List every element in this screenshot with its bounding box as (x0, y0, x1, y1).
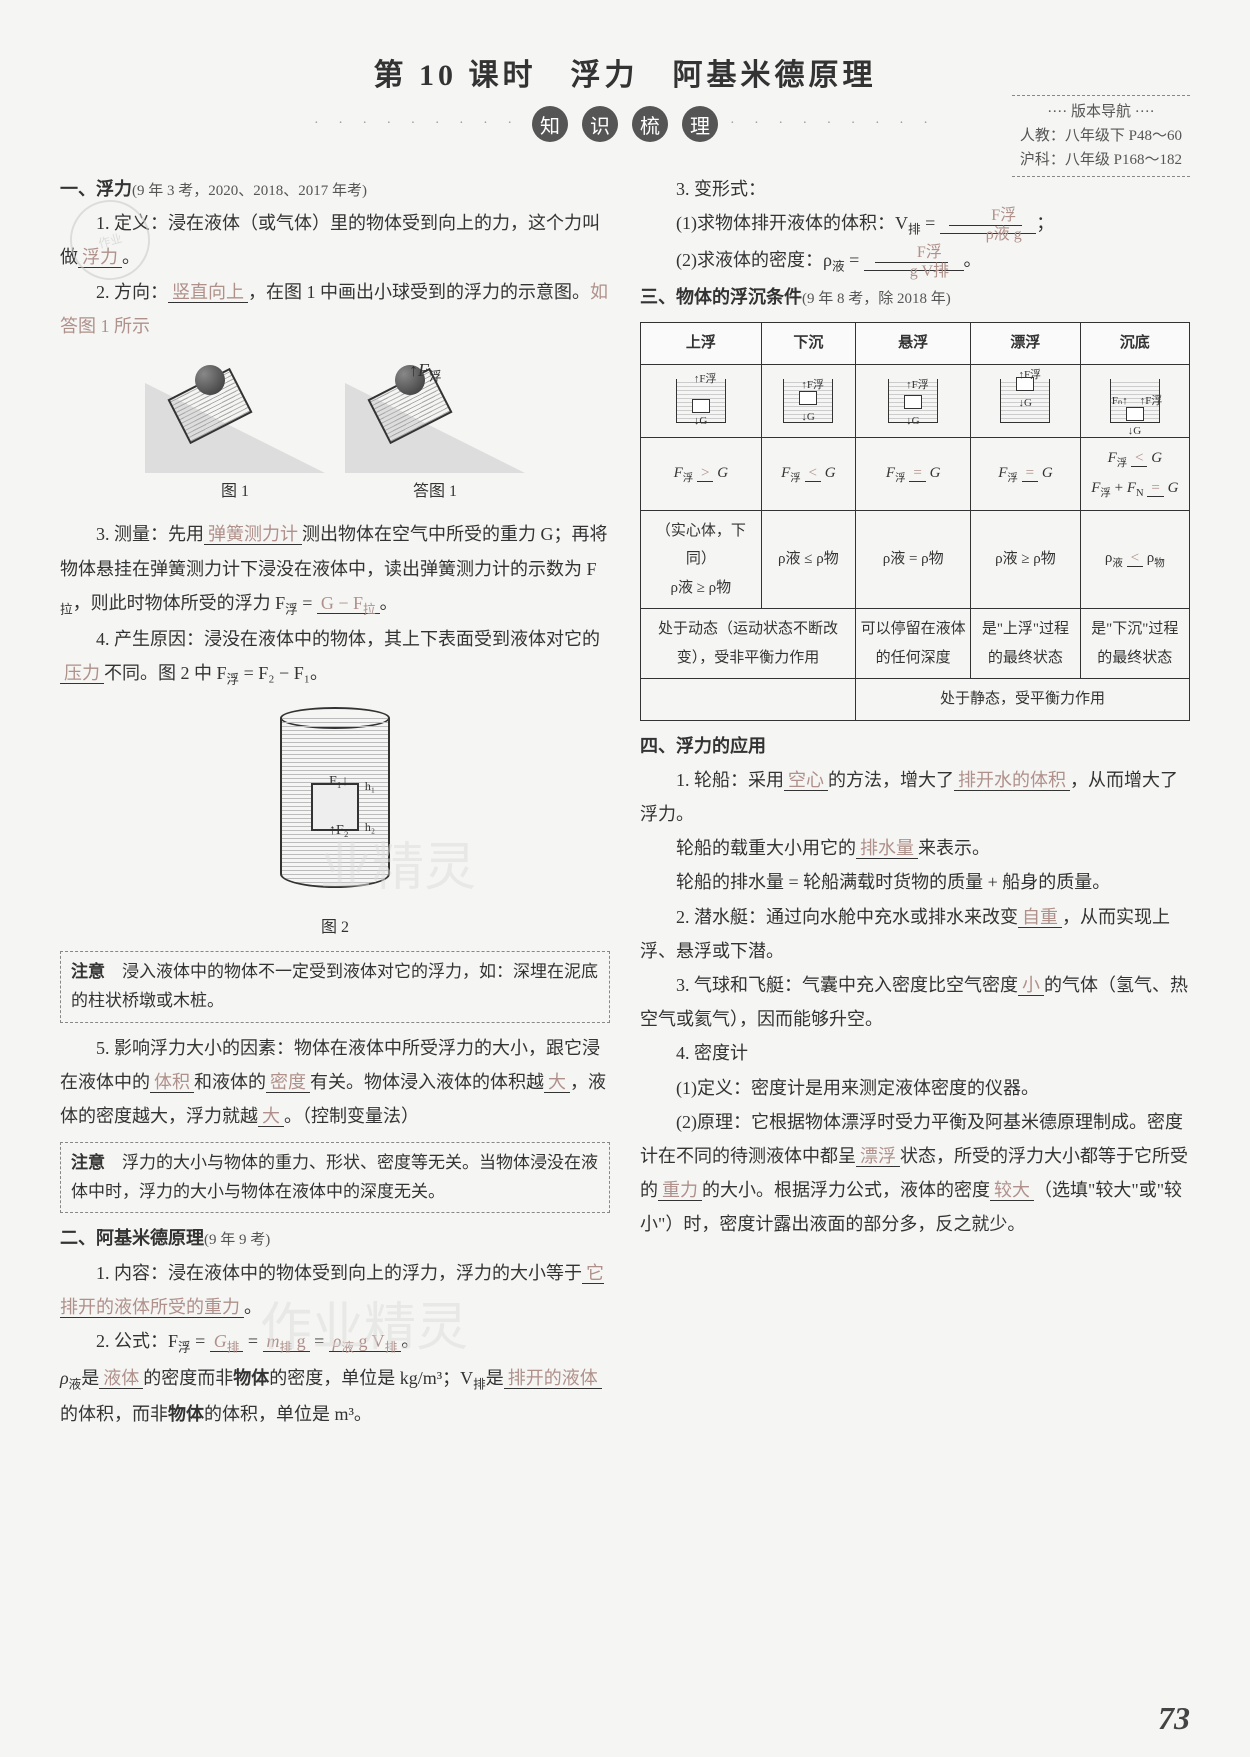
figure-1: 图 1 (145, 353, 325, 507)
blank-tonnage: 排水量 (856, 838, 918, 859)
para-r4: 1. 轮船：采用空心的方法，增大了排开水的体积，从而增大了浮力。 (640, 763, 1190, 831)
note-box-1: 注意 浸入液体中的物体不一定受到液体对它的浮力，如：深埋在泥底的柱状桥墩或木桩。 (60, 951, 610, 1023)
circle-4: 理 (682, 106, 718, 142)
th-1: 上浮 (641, 323, 762, 365)
figure-row-1: 图 1 ↑F浮 答图 1 (60, 353, 610, 507)
blank-mg: m排 g (263, 1331, 310, 1352)
force-arrow-icon: ↑F浮 (409, 353, 442, 390)
para-6: 1. 内容：浸在液体中的物体受到向上的浮力，浮力的大小等于它排开的液体所受的重力… (60, 1256, 610, 1324)
right-column: 3. 变形式： (1)求物体排开液体的体积：V排 = F浮ρ液 g ； (2)求… (640, 172, 1190, 1431)
section-4-head: 四、浮力的应用 (640, 729, 1190, 763)
para-r1: 3. 变形式： (640, 172, 1190, 206)
th-2: 下沉 (761, 323, 855, 365)
para-r7: 2. 潜水艇：通过向水舱中充水或排水来改变自重，从而实现上浮、悬浮或下潜。 (640, 900, 1190, 968)
blank-displacement: 排开水的体积 (954, 770, 1070, 791)
para-3: 3. 测量：先用弹簧测力计测出物体在空气中所受的重力 G；再将物体悬挂在弹簧测力… (60, 517, 610, 622)
para-r10: (1)定义：密度计是用来测定液体密度的仪器。 (640, 1071, 1190, 1105)
float-sink-table: 上浮 下沉 悬浮 漂浮 沉底 ↑F浮↓G ↑F浮↓G ↑F浮↓G ↑F浮↓G F… (640, 322, 1190, 720)
blank-big-1: 大 (544, 1072, 570, 1093)
nav-line-1: 人教：八年级下 P48～60 (1020, 124, 1182, 148)
row-static: 处于静态，受平衡力作用 (641, 679, 1190, 721)
blank-larger: 较大 (990, 1180, 1034, 1201)
page-number: 73 (1158, 1700, 1190, 1737)
left-column: 一、浮力(9 年 3 考，2020、2018、2017 年考) 1. 定义：浸在… (60, 172, 610, 1431)
figure-2: F₁↓ ↑F₂ h₁ h₂ 图 2 (60, 703, 610, 943)
blank-weight: 自重 (1018, 907, 1062, 928)
version-nav: ···· 版本导航 ···· 人教：八年级下 P48～60 沪科：八年级 P16… (1012, 95, 1190, 177)
circle-1: 知 (532, 106, 568, 142)
para-4: 4. 产生原因：浸没在液体中的物体，其上下表面受到液体对它的压力不同。图 2 中… (60, 622, 610, 693)
para-r2: (1)求物体排开液体的体积：V排 = F浮ρ液 g ； (640, 206, 1190, 243)
row-force: F浮 > G F浮 < G F浮 = G F浮 = G F浮 < G F浮 + … (641, 437, 1190, 510)
section-2-head: 二、阿基米德原理 (60, 1228, 204, 1248)
para-r8: 3. 气球和飞艇：气囊中充入密度比空气密度小的气体（氢气、热空气或氦气），因而能… (640, 968, 1190, 1036)
blank-volume: 体积 (150, 1072, 194, 1093)
circle-3: 梳 (632, 106, 668, 142)
nav-line-2: 沪科：八年级 P168～182 (1020, 148, 1182, 172)
para-r3: (2)求液体的密度：ρ液 = F浮g V排 。 (640, 243, 1190, 280)
dots-right: · · · · · · · · · (730, 116, 936, 132)
lesson-title: 第 10 课时 浮力 阿基米德原理 (60, 50, 1190, 94)
para-8: ρ液是液体的密度而非物体的密度，单位是 kg/m³；V排是排开的液体的体积，而非… (60, 1361, 610, 1432)
para-r6: 轮船的排水量 = 轮船满载时货物的质量 + 船身的质量。 (640, 865, 1190, 899)
blank-displaced: 排开的液体 (504, 1368, 602, 1389)
blank-float: 漂浮 (856, 1146, 900, 1167)
th-5: 沉底 (1080, 323, 1189, 365)
blank-spring: 弹簧测力计 (204, 524, 302, 545)
blank-direction: 竖直向上 (168, 282, 248, 303)
nav-title: ···· 版本导航 ···· (1020, 100, 1182, 124)
para-5: 5. 影响浮力大小的因素：物体在液体中所受浮力的大小，跟它浸在液体中的体积和液体… (60, 1031, 610, 1134)
row-density: （实心体，下同） ρ液 ≥ ρ物 ρ液 ≤ ρ物 ρ液 = ρ物 ρ液 ≥ ρ物… (641, 510, 1190, 609)
blank-small: 小 (1018, 975, 1044, 996)
blank-g: G排 (210, 1331, 244, 1352)
blank-frac-2: F浮g V排 (864, 250, 964, 271)
para-2: 2. 方向：竖直向上，在图 1 中画出小球受到的浮力的示意图。如答图 1 所示 (60, 275, 610, 343)
para-r5: 轮船的载重大小用它的排水量来表示。 (640, 831, 1190, 865)
th-4: 漂浮 (971, 323, 1080, 365)
section-3-head: 三、物体的浮沉条件 (640, 287, 802, 307)
blank-rhogv: ρ液 g V排 (329, 1331, 402, 1352)
blank-frac-1: F浮ρ液 g (940, 213, 1037, 234)
circle-2: 识 (582, 106, 618, 142)
para-r9: 4. 密度计 (640, 1036, 1190, 1070)
blank-liquid: 液体 (99, 1368, 143, 1389)
figure-1-answer: ↑F浮 答图 1 (345, 353, 525, 507)
row-state: 处于动态（运动状态不断改变），受非平衡力作用 可以停留在液体的任何深度 是"上浮… (641, 609, 1190, 679)
blank-density: 密度 (266, 1072, 310, 1093)
section-1-note: (9 年 3 考，2020、2018、2017 年考) (132, 183, 367, 199)
note-box-2: 注意 浮力的大小与物体的重力、形状、密度等无关。当物体浸没在液体中时，浮力的大小… (60, 1142, 610, 1214)
section-2-note: (9 年 9 考) (204, 1232, 270, 1248)
blank-pressure: 压力 (60, 663, 104, 684)
section-3-note: (9 年 8 考，除 2018 年) (802, 291, 951, 307)
blank-hollow: 空心 (784, 770, 828, 791)
dots-left: · · · · · · · · · (314, 116, 520, 132)
section-1-head: 一、浮力 (60, 179, 132, 199)
para-7: 2. 公式：F浮 = G排 = m排 g = ρ液 g V排。 (60, 1324, 610, 1361)
th-3: 悬浮 (856, 323, 971, 365)
blank-formula-1: G − F拉 (317, 593, 380, 614)
blank-gravity: 重力 (658, 1180, 702, 1201)
blank-big-2: 大 (258, 1106, 284, 1127)
para-r11: (2)原理：它根据物体漂浮时受力平衡及阿基米德原理制成。密度计在不同的待测液体中… (640, 1105, 1190, 1242)
row-diagrams: ↑F浮↓G ↑F浮↓G ↑F浮↓G ↑F浮↓G Fₙ↑↑F浮↓G (641, 364, 1190, 437)
